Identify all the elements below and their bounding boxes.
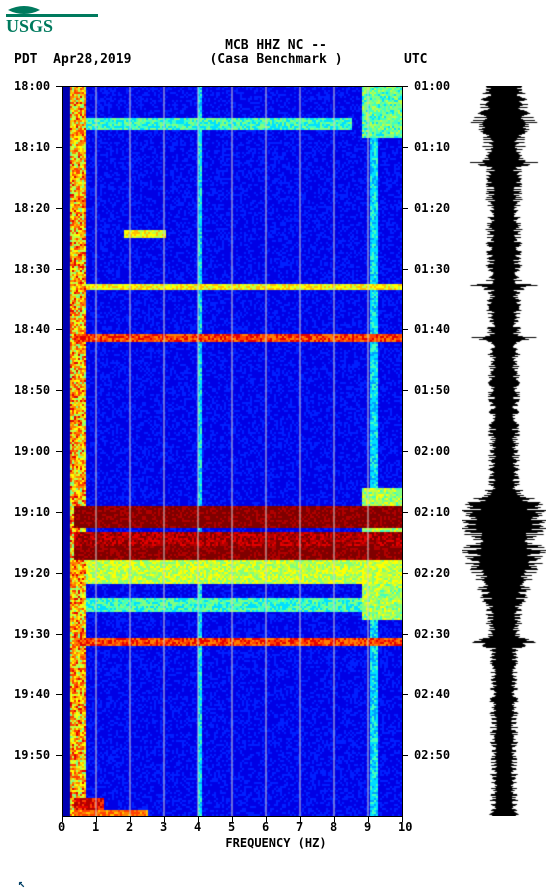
- ytick-left: 18:40: [14, 322, 50, 336]
- ytick-left: 19:40: [14, 687, 50, 701]
- tick-right: [402, 147, 408, 148]
- tick-left: [56, 512, 62, 513]
- ytick-right: 01:00: [414, 79, 450, 93]
- tick-left: [56, 634, 62, 635]
- ytick-left: 18:30: [14, 262, 50, 276]
- tick-bottom: [164, 816, 165, 822]
- ytick-right: 01:50: [414, 383, 450, 397]
- tick-bottom: [198, 816, 199, 822]
- xtick: 0: [58, 820, 65, 834]
- xtick: 9: [364, 820, 371, 834]
- ytick-left: 19:00: [14, 444, 50, 458]
- tick-bottom: [334, 816, 335, 822]
- ytick-left: 18:10: [14, 140, 50, 154]
- tick-left: [56, 86, 62, 87]
- tick-left: [56, 329, 62, 330]
- ytick-left: 19:30: [14, 627, 50, 641]
- tick-bottom: [232, 816, 233, 822]
- ytick-left: 19:50: [14, 748, 50, 762]
- tick-left: [56, 573, 62, 574]
- tick-right: [402, 755, 408, 756]
- tick-left: [56, 755, 62, 756]
- ytick-left: 18:50: [14, 383, 50, 397]
- tick-bottom: [300, 816, 301, 822]
- xtick: 5: [228, 820, 235, 834]
- ytick-right: 01:20: [414, 201, 450, 215]
- xtick: 8: [330, 820, 337, 834]
- tick-right: [402, 329, 408, 330]
- tz-right: UTC: [404, 52, 427, 67]
- ytick-right: 01:30: [414, 262, 450, 276]
- root: USGS MCB HHZ NC -- (Casa Benchmark ) PDT…: [0, 0, 552, 892]
- tick-bottom: [266, 816, 267, 822]
- tick-left: [56, 694, 62, 695]
- tick-bottom: [130, 816, 131, 822]
- tz-left-label: PDT: [14, 52, 37, 67]
- cursor-marker: ↖: [18, 876, 25, 890]
- tick-bottom: [402, 816, 403, 822]
- tick-left: [56, 147, 62, 148]
- ytick-right: 02:40: [414, 687, 450, 701]
- tick-right: [402, 573, 408, 574]
- tick-right: [402, 512, 408, 513]
- ytick-right: 02:10: [414, 505, 450, 519]
- ytick-right: 01:40: [414, 322, 450, 336]
- tick-right: [402, 694, 408, 695]
- ytick-right: 02:50: [414, 748, 450, 762]
- tick-right: [402, 451, 408, 452]
- tick-right: [402, 269, 408, 270]
- svg-text:USGS: USGS: [6, 16, 53, 34]
- ytick-right: 02:20: [414, 566, 450, 580]
- ytick-right: 02:30: [414, 627, 450, 641]
- xtick: 4: [194, 820, 201, 834]
- tick-bottom: [368, 816, 369, 822]
- tick-bottom: [62, 816, 63, 822]
- xtick: 6: [262, 820, 269, 834]
- xtick: 2: [126, 820, 133, 834]
- tick-right: [402, 634, 408, 635]
- tick-left: [56, 208, 62, 209]
- tick-right: [402, 390, 408, 391]
- spectrogram-canvas: [62, 86, 402, 816]
- ytick-right: 01:10: [414, 140, 450, 154]
- ytick-right: 02:00: [414, 444, 450, 458]
- usgs-logo: USGS: [6, 6, 98, 38]
- x-axis-label: FREQUENCY (HZ): [0, 836, 552, 850]
- tick-left: [56, 451, 62, 452]
- tz-left-and-date: PDT Apr28,2019: [14, 52, 131, 67]
- ytick-left: 18:00: [14, 79, 50, 93]
- waveform-canvas: [462, 86, 546, 816]
- tick-right: [402, 86, 408, 87]
- xtick: 3: [160, 820, 167, 834]
- ytick-left: 19:20: [14, 566, 50, 580]
- tick-right: [402, 208, 408, 209]
- tick-left: [56, 390, 62, 391]
- xtick: 7: [296, 820, 303, 834]
- xtick: 10: [398, 820, 412, 834]
- xtick: 1: [92, 820, 99, 834]
- ytick-left: 18:20: [14, 201, 50, 215]
- date-label: Apr28,2019: [53, 52, 131, 67]
- channel-title: MCB HHZ NC --: [0, 38, 552, 53]
- ytick-left: 19:10: [14, 505, 50, 519]
- tick-bottom: [96, 816, 97, 822]
- tick-left: [56, 269, 62, 270]
